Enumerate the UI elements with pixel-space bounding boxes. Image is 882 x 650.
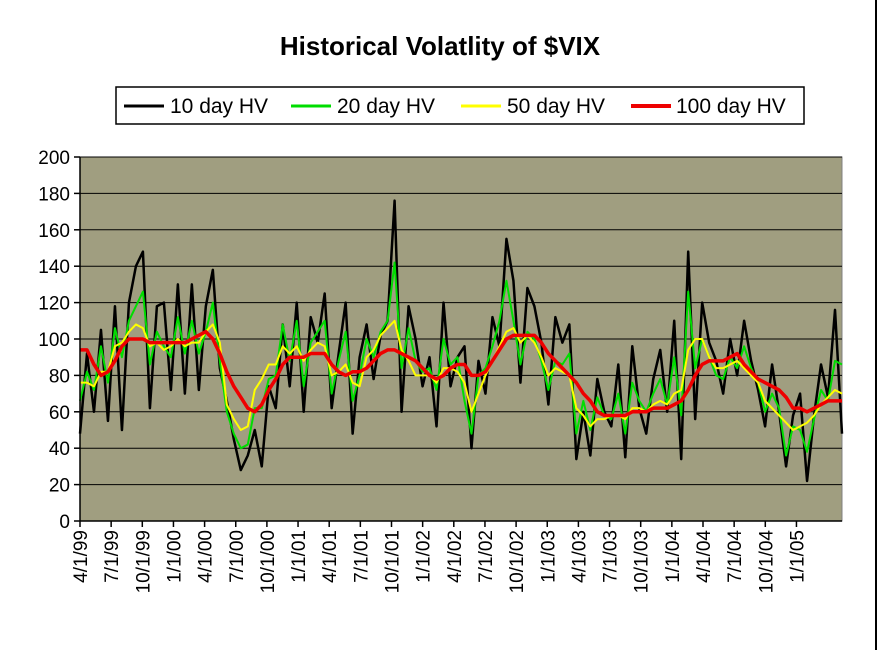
x-tick-label: 1/1/05 bbox=[787, 530, 808, 583]
legend: 10 day HV 20 day HV 50 day HV 100 day HV bbox=[115, 86, 805, 125]
x-axis-ticks: 4/1/99 7/1/99 10/1/99 1/1/00 4/1/00 7/1/00 10/… bbox=[71, 521, 808, 593]
x-tick-label: 7/1/04 bbox=[725, 530, 746, 583]
legend-box bbox=[115, 86, 805, 125]
legend-label-0: 10 day HV bbox=[170, 95, 268, 118]
y-tick-label: 160 bbox=[38, 221, 70, 242]
legend-label-1: 20 day HV bbox=[337, 95, 435, 118]
series-line-0 bbox=[78, 199, 844, 483]
x-tick-label: 4/1/02 bbox=[445, 530, 466, 583]
x-tick-label: 4/1/04 bbox=[694, 530, 715, 583]
y-tick-label: 0 bbox=[59, 512, 70, 533]
x-tick-label: 1/1/00 bbox=[164, 530, 185, 583]
x-tick-label: 4/1/01 bbox=[320, 530, 341, 583]
y-tick-label: 180 bbox=[38, 184, 70, 205]
y-axis-ticks: 0 20 40 60 80 100 120 140 160 180 200 bbox=[38, 148, 80, 533]
x-tick-label: 7/1/02 bbox=[476, 530, 497, 583]
x-tick-label: 10/1/01 bbox=[383, 530, 404, 593]
x-tick-label: 7/1/01 bbox=[351, 530, 372, 583]
legend-label-3: 100 day HV bbox=[676, 95, 786, 118]
x-tick-label: 10/1/04 bbox=[756, 530, 777, 594]
y-tick-label: 60 bbox=[49, 403, 70, 424]
series-line-3 bbox=[80, 329, 842, 418]
x-tick-label: 7/1/99 bbox=[102, 530, 123, 583]
legend-label-2: 50 day HV bbox=[507, 95, 605, 118]
y-tick-label: 140 bbox=[38, 257, 70, 278]
x-tick-label: 1/1/03 bbox=[538, 530, 559, 583]
x-tick-label: 1/1/01 bbox=[289, 530, 310, 583]
x-tick-label: 4/1/03 bbox=[569, 530, 590, 583]
y-tick-label: 100 bbox=[38, 330, 70, 351]
y-tick-label: 120 bbox=[38, 294, 70, 315]
y-tick-label: 40 bbox=[49, 439, 70, 460]
x-tick-label: 4/1/99 bbox=[71, 530, 92, 583]
series-group bbox=[78, 199, 844, 483]
x-tick-label: 10/1/02 bbox=[507, 530, 528, 593]
x-tick-label: 10/1/00 bbox=[258, 530, 279, 593]
x-tick-label: 7/1/03 bbox=[601, 530, 622, 583]
x-tick-label: 1/1/04 bbox=[663, 530, 684, 583]
y-tick-label: 200 bbox=[38, 148, 70, 169]
x-tick-label: 1/1/02 bbox=[414, 530, 435, 583]
x-tick-label: 7/1/00 bbox=[227, 530, 248, 583]
y-tick-label: 20 bbox=[49, 476, 70, 497]
y-tick-label: 80 bbox=[49, 366, 70, 387]
x-tick-label: 4/1/00 bbox=[196, 530, 217, 583]
chart-title: Historical Volatlity of $VIX bbox=[280, 31, 601, 61]
x-tick-label: 10/1/99 bbox=[133, 530, 154, 593]
x-tick-label: 10/1/03 bbox=[632, 530, 653, 593]
